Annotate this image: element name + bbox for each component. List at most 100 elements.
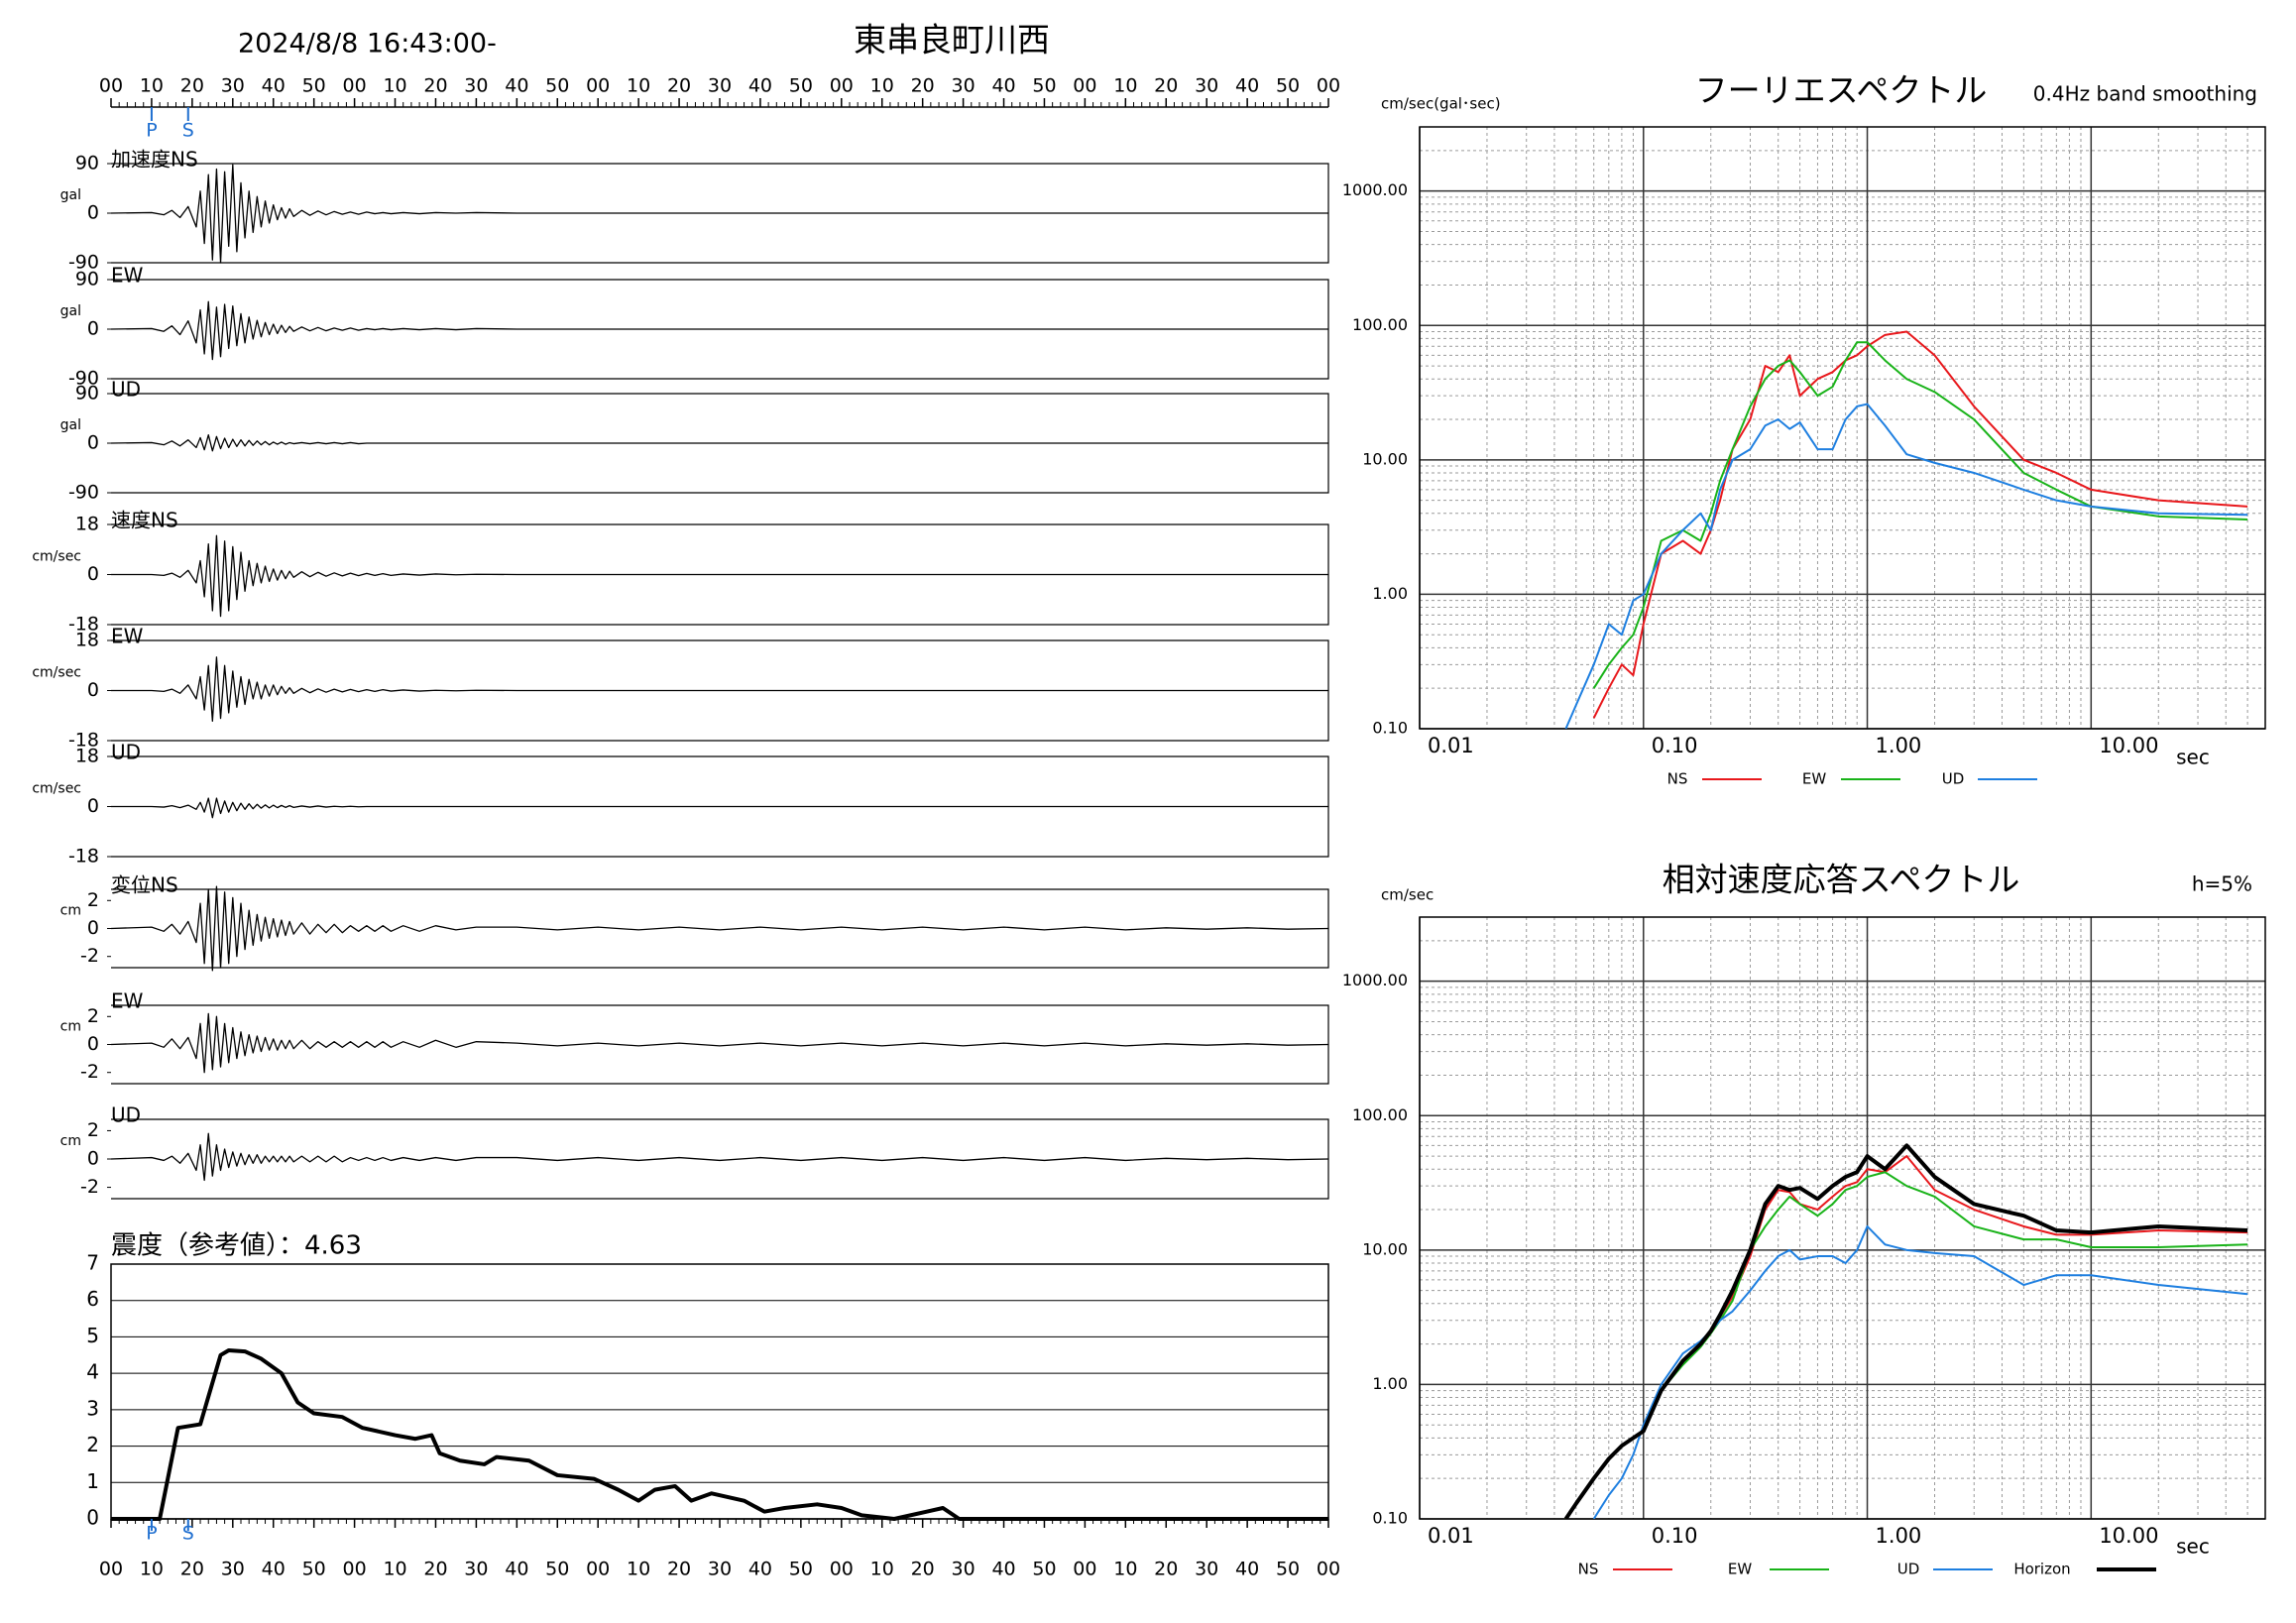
unit-label: cm/sec [32, 665, 81, 681]
unit-label: cm [60, 1133, 81, 1149]
trace-label: UD [111, 1103, 141, 1127]
time-tick-label: 40 [748, 75, 772, 97]
time-tick-label: 30 [1195, 1559, 1218, 1580]
time-tick-label: 10 [1113, 75, 1137, 97]
time-tick-label: 00 [343, 75, 367, 97]
time-tick-label: 20 [911, 75, 935, 97]
fourier-annotation: 0.4Hz band smoothing [2033, 82, 2257, 106]
time-tick-label: 40 [748, 1559, 772, 1580]
time-tick-label: 50 [302, 75, 326, 97]
time-tick-label: 50 [545, 75, 569, 97]
fourier-x-label: sec [2176, 746, 2210, 769]
time-tick-label: 20 [667, 1559, 691, 1580]
y-tick-label: -2 [80, 945, 99, 967]
time-tick-label: 30 [221, 1559, 245, 1580]
time-tick-label: 10 [140, 75, 164, 97]
y-tick-label: 100.00 [1352, 1105, 1408, 1124]
y-tick-label: -90 [68, 368, 99, 390]
time-tick-label: 40 [262, 75, 286, 97]
y-tick-label: 0 [87, 1148, 99, 1170]
time-tick-label: 50 [1032, 1559, 1056, 1580]
time-tick-label: 00 [1317, 75, 1340, 97]
y-tick-label: 18 [75, 746, 99, 767]
y-tick-label: 0 [87, 432, 99, 454]
time-tick-label: 30 [1195, 75, 1218, 97]
legend-label: EW [1802, 770, 1826, 788]
phase-label: S [182, 120, 194, 142]
y-tick-label: -18 [68, 614, 99, 636]
y-tick-label: 18 [75, 630, 99, 651]
y-tick-label: 1.00 [1372, 1374, 1408, 1393]
waveform-trace [111, 534, 1328, 618]
unit-label: cm/sec [32, 781, 81, 797]
intensity-line [111, 1348, 1328, 1521]
waveform-trace [110, 1012, 1329, 1074]
y-tick-label: 10.00 [1362, 449, 1408, 468]
time-tick-label: 10 [627, 1559, 650, 1580]
trace-label: UD [111, 378, 141, 402]
legend-label: EW [1728, 1561, 1752, 1578]
y-tick-label: 2 [87, 889, 99, 911]
time-tick-label: 30 [464, 75, 488, 97]
time-tick-label: 00 [830, 1559, 854, 1580]
waveform-trace [110, 885, 1329, 972]
waveform-trace [110, 1132, 1329, 1182]
time-tick-label: 00 [99, 75, 123, 97]
station-title: 東串良町川西 [854, 21, 1050, 59]
trace-label: EW [111, 625, 144, 648]
time-tick-label: 00 [343, 1559, 367, 1580]
time-tick-label: 20 [423, 75, 447, 97]
time-tick-label: 00 [586, 1559, 610, 1580]
response-x-label: sec [2176, 1535, 2210, 1559]
y-tick-label: 6 [86, 1287, 99, 1311]
legend-label: UD [1942, 770, 1965, 788]
y-tick-label: -18 [68, 730, 99, 752]
time-tick-label: 00 [586, 75, 610, 97]
y-tick-label: 90 [75, 153, 99, 174]
time-tick-label: 00 [99, 1559, 123, 1580]
time-tick-label: 40 [1235, 75, 1259, 97]
y-tick-label: 90 [75, 269, 99, 290]
waveform-trace [111, 656, 1328, 723]
time-tick-label: 20 [1154, 1559, 1178, 1580]
y-tick-label: 3 [86, 1396, 99, 1420]
trace-label: 加速度NS [111, 148, 198, 172]
y-tick-label: 0 [86, 1506, 99, 1530]
time-tick-label: 10 [1113, 1559, 1137, 1580]
time-tick-label: 00 [830, 75, 854, 97]
y-tick-label: 0 [87, 202, 99, 224]
unit-label: cm/sec [32, 549, 81, 565]
y-tick-label: -90 [68, 482, 99, 504]
y-tick-label: 0 [87, 318, 99, 340]
time-tick-label: 10 [870, 75, 894, 97]
y-tick-label: 1 [86, 1469, 99, 1493]
y-tick-label: 4 [86, 1360, 99, 1384]
x-tick-label: 0.10 [1652, 1524, 1698, 1548]
unit-label: gal [60, 417, 81, 433]
y-tick-label: 2 [86, 1433, 99, 1456]
y-tick-label: 1000.00 [1342, 180, 1408, 199]
response-annotation: h=5% [2192, 872, 2252, 896]
y-tick-label: 0.10 [1372, 1509, 1408, 1528]
y-tick-label: 2 [87, 1005, 99, 1027]
y-tick-label: -2 [80, 1176, 99, 1198]
trace-label: EW [111, 989, 144, 1013]
time-tick-label: 50 [1032, 75, 1056, 97]
unit-label: cm [60, 1019, 81, 1035]
spectrum-line [1592, 1224, 2248, 1519]
phase-label: P [146, 1523, 157, 1545]
plot-frame [1419, 916, 2266, 1520]
time-tick-label: 30 [952, 1559, 976, 1580]
time-tick-label: 50 [1276, 1559, 1300, 1580]
time-tick-label: 00 [1073, 75, 1096, 97]
time-tick-label: 00 [1317, 1559, 1340, 1580]
x-tick-label: 10.00 [2099, 1524, 2158, 1548]
time-tick-label: 40 [991, 75, 1015, 97]
time-tick-label: 40 [505, 75, 528, 97]
intensity-title: 震度（参考値）：4.63 [111, 1231, 362, 1261]
x-tick-label: 1.00 [1876, 734, 1922, 757]
y-tick-label: 0 [87, 563, 99, 585]
x-tick-label: 0.10 [1652, 734, 1698, 757]
time-tick-label: 20 [423, 1559, 447, 1580]
